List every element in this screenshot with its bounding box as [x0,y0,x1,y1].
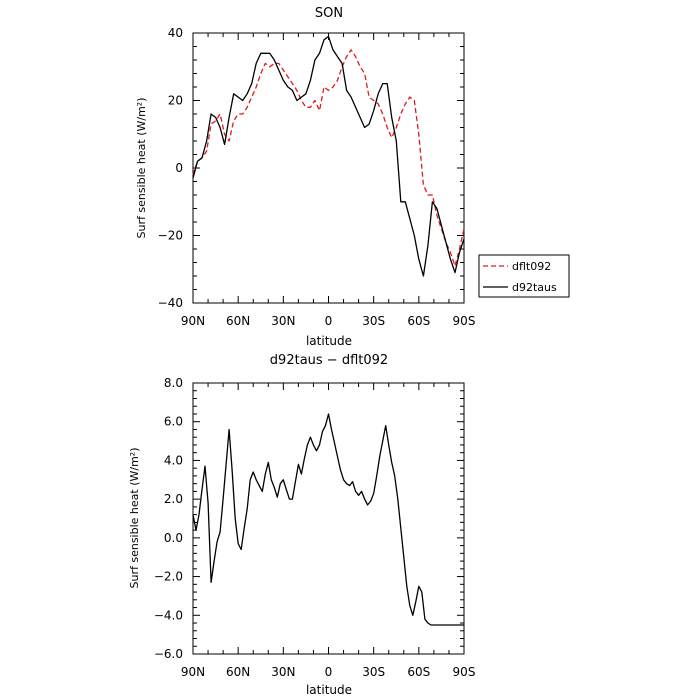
x-tick-label: 30S [362,665,385,679]
legend-label-dflt092: dflt092 [512,260,551,273]
x-tick-label: 90S [453,314,476,328]
y-tick-label: −4.0 [154,608,183,622]
x-tick-label: 90N [181,665,205,679]
x-tick-label: 30S [362,314,385,328]
x-tick-label: 60N [226,665,250,679]
x-tick-label: 0 [325,665,333,679]
y-tick-label: 2.0 [164,492,183,506]
legend: dflt092 d92taus [478,254,570,298]
chart-title: d92taus − dflt092 [270,353,388,368]
y-axis-label: Surf sensible heat (W/m²) [128,448,141,589]
y-axis-label: Surf sensible heat (W/m²) [135,98,148,239]
x-axis-label: latitude [306,683,352,697]
y-tick-label: −20 [158,229,183,243]
x-tick-label: 60S [407,665,430,679]
y-tick-label: −2.0 [154,570,183,584]
y-tick-label: 0.0 [164,531,183,545]
plot-frame [192,382,465,655]
y-tick-label: 8.0 [164,376,183,390]
x-tick-label: 30N [271,665,295,679]
x-tick-label: 30N [271,314,295,328]
x-axis-label: latitude [306,334,352,348]
chart-title: SON [315,6,343,21]
series-line-d92taus [192,35,465,277]
panel-top: SON 90N 60N 30N 0 30S 60S 90S −40 −20 0 20 40 latit… [135,6,570,348]
y-tick-label: 6.0 [164,415,183,429]
y-tick-label: 4.0 [164,453,183,467]
y-tick-label: 20 [168,94,183,108]
x-tick-label: 60S [407,314,430,328]
y-tick-label: −6.0 [154,647,183,661]
x-tick-label: 90S [453,665,476,679]
legend-label-d92taus: d92taus [512,281,557,294]
y-tick-label: −40 [158,296,183,310]
legend-box [478,254,570,298]
y-tick-label: 40 [168,26,183,40]
x-tick-label: 0 [325,314,333,328]
x-tick-label: 60N [226,314,250,328]
series-line-diff-0 [192,413,464,626]
plot-frame [192,32,465,304]
panel-bottom: d92taus − dflt092 90N 60N 30N 0 30S 60S 90S −6.… [128,353,475,697]
y-tick-label: 0 [175,161,183,175]
x-tick-label: 90N [181,314,205,328]
series-line-dflt092 [192,49,465,267]
